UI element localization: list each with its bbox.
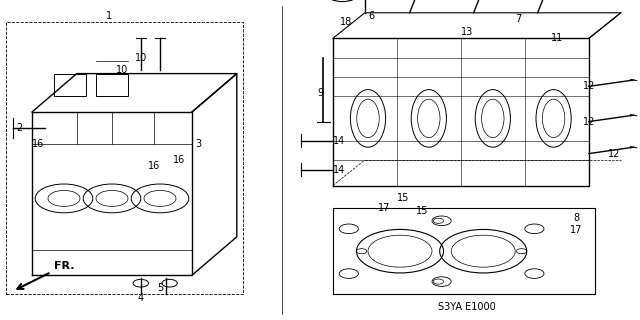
Text: 16: 16 bbox=[173, 155, 186, 165]
Text: 4: 4 bbox=[138, 292, 144, 303]
Text: 12: 12 bbox=[582, 81, 595, 92]
Text: 11: 11 bbox=[550, 33, 563, 44]
Text: 12: 12 bbox=[608, 148, 621, 159]
Text: 16: 16 bbox=[147, 161, 160, 172]
Bar bbox=[54, 74, 86, 96]
Text: 14: 14 bbox=[333, 164, 346, 175]
Text: 10: 10 bbox=[134, 52, 147, 63]
Text: 17: 17 bbox=[570, 225, 582, 236]
Text: 8: 8 bbox=[573, 212, 579, 223]
Text: 10: 10 bbox=[115, 65, 128, 76]
Bar bbox=[96, 74, 128, 96]
Text: 5: 5 bbox=[157, 283, 163, 293]
Text: 15: 15 bbox=[416, 206, 429, 216]
Text: 17: 17 bbox=[378, 203, 390, 213]
Text: 14: 14 bbox=[333, 136, 346, 146]
Text: 2: 2 bbox=[16, 123, 22, 133]
Text: 1: 1 bbox=[106, 11, 112, 21]
Text: 13: 13 bbox=[461, 27, 474, 37]
Text: 18: 18 bbox=[339, 17, 352, 28]
Text: 3: 3 bbox=[195, 139, 202, 149]
Text: 16: 16 bbox=[32, 139, 45, 149]
Text: FR.: FR. bbox=[54, 261, 75, 271]
Text: 7: 7 bbox=[515, 14, 522, 24]
Text: 12: 12 bbox=[582, 116, 595, 127]
Text: 9: 9 bbox=[317, 88, 323, 98]
Text: S3YA E1000: S3YA E1000 bbox=[438, 302, 496, 312]
Text: 6: 6 bbox=[368, 11, 374, 21]
Text: 15: 15 bbox=[397, 193, 410, 204]
